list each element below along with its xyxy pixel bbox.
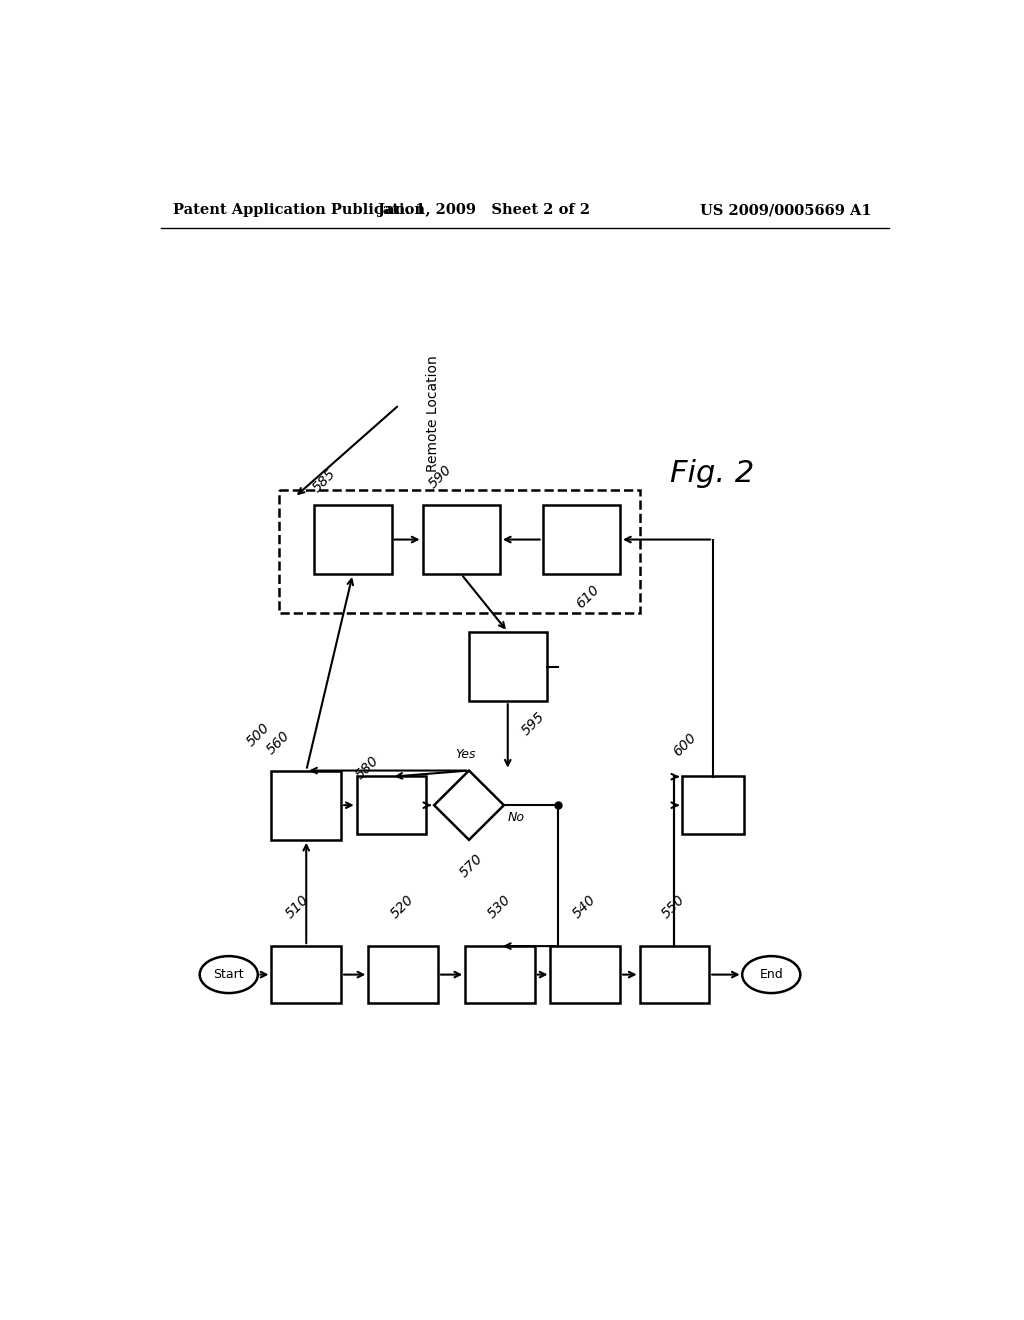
Text: 540: 540 [569,892,598,921]
Bar [682,776,744,834]
Bar [271,945,341,1003]
Bar [356,776,426,834]
Text: 520: 520 [388,892,417,921]
Text: 610: 610 [573,582,602,611]
Bar [369,945,438,1003]
Text: No: No [508,812,524,825]
Text: 595: 595 [519,709,548,738]
Text: 570: 570 [458,851,486,880]
Bar [469,632,547,701]
Text: 500: 500 [245,721,273,750]
Text: Patent Application Publication: Patent Application Publication [173,203,425,216]
Bar [543,506,621,574]
Text: Yes: Yes [455,748,475,762]
Text: Fig. 2: Fig. 2 [671,459,755,487]
Bar [640,945,710,1003]
Polygon shape [434,771,504,840]
Text: End: End [760,968,783,981]
Text: 550: 550 [658,892,687,921]
Text: 600: 600 [671,730,699,759]
Ellipse shape [742,956,801,993]
Text: Jan. 1, 2009   Sheet 2 of 2: Jan. 1, 2009 Sheet 2 of 2 [379,203,591,216]
Bar [314,506,391,574]
Text: Start: Start [213,968,244,981]
Bar [271,771,341,840]
Text: US 2009/0005669 A1: US 2009/0005669 A1 [700,203,872,216]
Bar [465,945,535,1003]
Bar [280,490,640,612]
Text: 585: 585 [310,466,339,495]
Text: 530: 530 [484,892,513,921]
Bar [550,945,621,1003]
Text: 560: 560 [263,729,292,756]
Text: 510: 510 [283,892,311,921]
Text: Remote Location: Remote Location [426,355,440,471]
Text: 580: 580 [352,754,382,783]
Ellipse shape [200,956,258,993]
Bar [423,506,500,574]
Text: 590: 590 [426,462,455,491]
